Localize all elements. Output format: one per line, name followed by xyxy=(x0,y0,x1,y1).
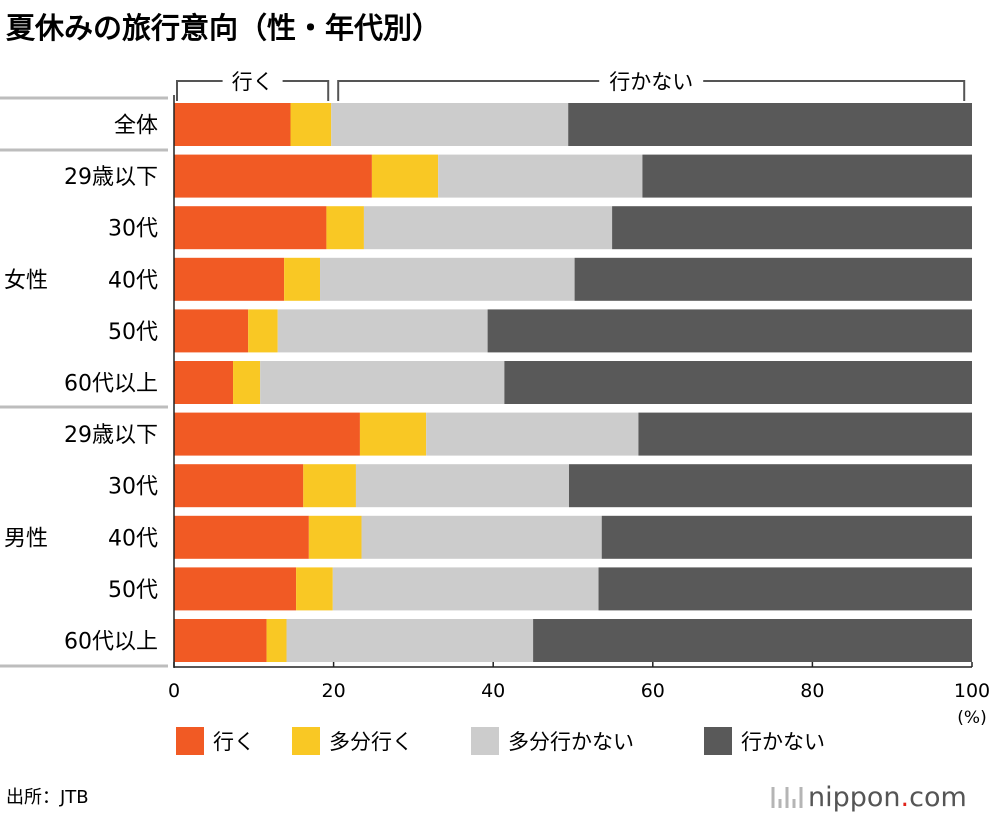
bar-segment-5-0 xyxy=(174,361,234,404)
bar-segment-6-3 xyxy=(638,412,972,456)
category-label: 60代以上 xyxy=(64,372,158,397)
bar-segment-0-3 xyxy=(568,103,972,146)
legend-swatch xyxy=(292,727,320,755)
bar-segment-7-1 xyxy=(303,464,356,508)
unit-label: (%) xyxy=(957,708,986,728)
bar-segment-1-2 xyxy=(438,154,643,198)
category-label: 40代 xyxy=(108,526,158,551)
bar-segment-3-3 xyxy=(574,257,972,301)
bracket-line-left xyxy=(337,80,600,101)
bar-segment-6-1 xyxy=(359,412,427,456)
category-label: 50代 xyxy=(108,320,158,345)
bar-segment-3-2 xyxy=(320,257,575,301)
bar-segment-10-2 xyxy=(286,619,534,662)
bar-segment-2-3 xyxy=(612,206,972,250)
category-label: 全体 xyxy=(114,114,158,139)
bar-segment-10-3 xyxy=(533,619,972,662)
category-labels: 全体 29歳以下 30代 40代 50代 60代以上 29歳以下 30代 40代 50代 60代以上 xyxy=(64,114,158,655)
bar-segment-9-3 xyxy=(598,567,972,611)
bracket-label: 行かない xyxy=(609,70,693,94)
x-tick-label: 0 xyxy=(168,680,180,702)
bar-segment-6-0 xyxy=(174,412,360,456)
bar-segment-5-3 xyxy=(504,361,972,404)
bar-segment-0-0 xyxy=(174,103,291,146)
group-label: 女性 xyxy=(4,268,48,293)
bar-segment-8-3 xyxy=(601,515,972,559)
brand-mark-icon xyxy=(771,787,803,808)
bar-segment-2-0 xyxy=(174,206,327,250)
bar-segment-5-2 xyxy=(260,361,505,404)
bar-segment-1-1 xyxy=(371,154,439,198)
bar-segment-7-2 xyxy=(355,464,570,508)
category-label: 60代以上 xyxy=(64,630,158,655)
bar-segment-6-2 xyxy=(426,412,639,456)
category-label: 30代 xyxy=(108,217,158,242)
bar-segment-7-0 xyxy=(174,464,304,508)
bar-segment-5-1 xyxy=(233,361,261,404)
group-label: 男性 xyxy=(4,526,48,551)
category-label: 30代 xyxy=(108,475,158,500)
category-label: 40代 xyxy=(108,268,158,293)
category-label: 29歳以下 xyxy=(64,165,158,190)
legend-label: 多分行く xyxy=(329,730,413,754)
legend-swatch xyxy=(471,727,499,755)
bars xyxy=(174,103,972,662)
x-tick-label: 60 xyxy=(641,680,665,702)
legend-label: 行く xyxy=(213,730,255,754)
bracket-line-right xyxy=(282,80,330,101)
legend-label: 行かない xyxy=(741,730,825,754)
brand-logo: nippon.com xyxy=(771,782,967,813)
category-label: 29歳以下 xyxy=(64,423,158,448)
bar-segment-4-1 xyxy=(248,309,278,353)
bar-segment-7-3 xyxy=(569,464,972,508)
legend: 行く 多分行く 多分行かない 行かない xyxy=(176,727,825,755)
bar-segment-9-1 xyxy=(296,567,333,611)
x-tick-label: 20 xyxy=(322,680,346,702)
bar-segment-8-1 xyxy=(308,515,362,559)
bar-segment-10-1 xyxy=(266,619,287,662)
x-tick-label: 100 xyxy=(954,680,990,702)
bar-segment-9-2 xyxy=(332,567,599,611)
bar-segment-10-0 xyxy=(174,619,267,662)
chart-title: 夏休みの旅行意向（性・年代別） xyxy=(6,11,441,45)
bar-segment-3-1 xyxy=(284,257,321,301)
bracket-annotations: 行く 行かない xyxy=(176,70,966,101)
bar-segment-3-0 xyxy=(174,257,285,301)
bar-segment-2-2 xyxy=(363,206,613,250)
legend-label: 多分行かない xyxy=(508,730,634,754)
bar-segment-0-2 xyxy=(331,103,569,146)
bracket-line-right xyxy=(703,80,966,101)
bar-segment-4-0 xyxy=(174,309,249,353)
bar-segment-4-2 xyxy=(277,309,488,353)
source-note: 出所：JTB xyxy=(6,787,89,808)
category-label: 50代 xyxy=(108,578,158,603)
bar-segment-4-3 xyxy=(487,309,972,353)
bar-segment-2-1 xyxy=(326,206,364,250)
bar-segment-1-3 xyxy=(642,154,972,198)
brand-name: nippon.com xyxy=(808,782,967,813)
bar-segment-8-0 xyxy=(174,515,309,559)
legend-swatch xyxy=(176,727,204,755)
x-tick-label: 80 xyxy=(800,680,824,702)
bar-segment-0-1 xyxy=(290,103,332,146)
x-tick-label: 40 xyxy=(481,680,505,702)
bracket-line-left xyxy=(176,80,223,101)
bracket-label: 行く xyxy=(232,70,274,94)
bar-segment-8-2 xyxy=(361,515,602,559)
bar-segment-9-0 xyxy=(174,567,297,611)
legend-swatch xyxy=(704,727,732,755)
group-dividers xyxy=(0,96,168,668)
x-axis: 0 20 40 60 80 100 xyxy=(168,95,990,702)
bar-segment-1-0 xyxy=(174,154,372,198)
